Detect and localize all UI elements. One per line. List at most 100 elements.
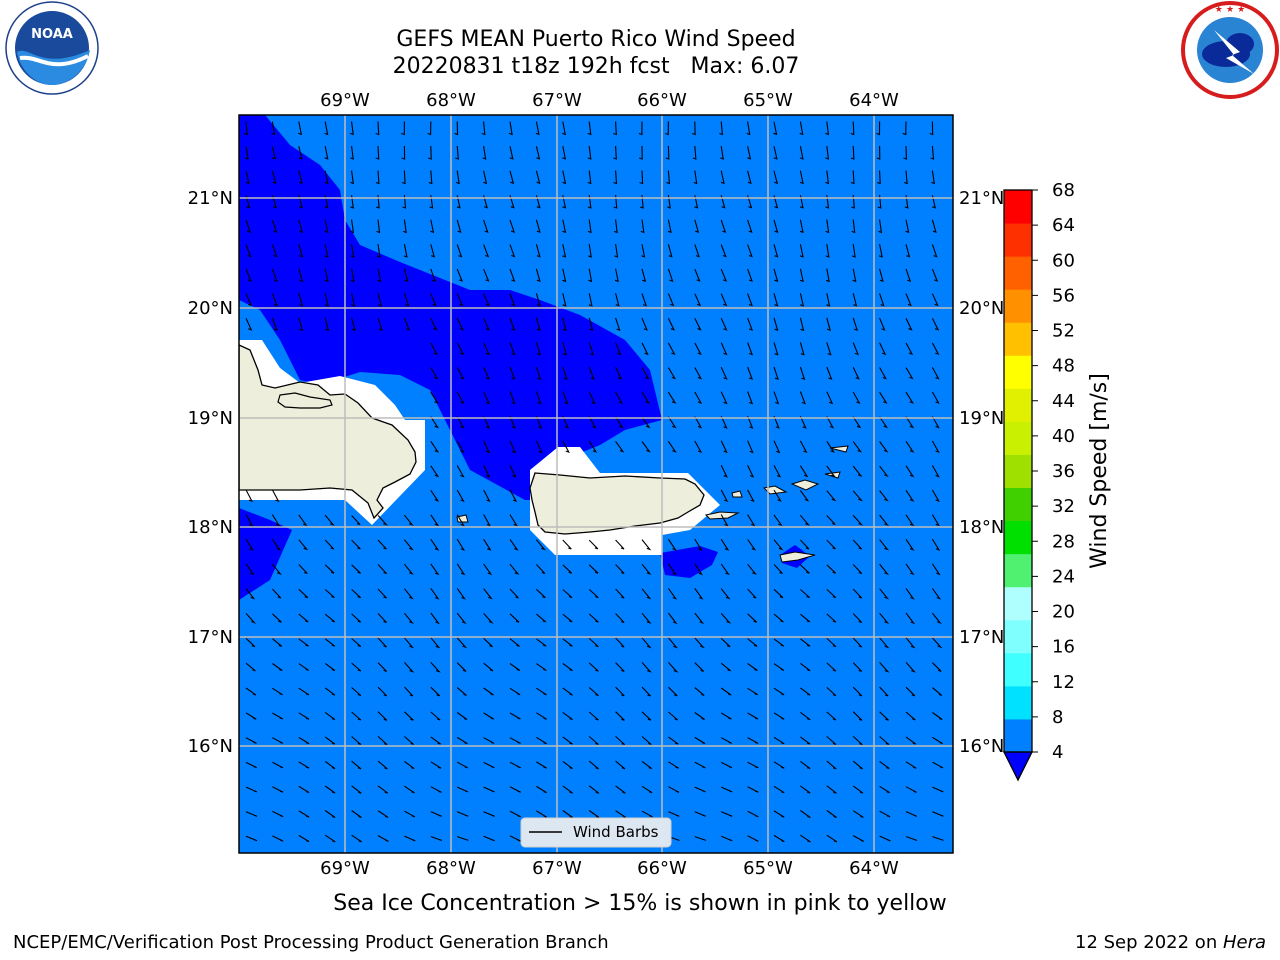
wind-barb — [536, 712, 547, 720]
wind-barb — [483, 761, 495, 769]
wind-barb — [562, 662, 573, 672]
wind-barb — [852, 465, 863, 478]
wind-barb — [932, 761, 944, 769]
wind-barb — [641, 686, 651, 697]
wind-barb — [694, 268, 701, 282]
wind-barb — [536, 761, 547, 769]
wind-barb — [641, 244, 646, 258]
wind-barb — [351, 736, 362, 746]
machine-name: Hera — [1222, 932, 1266, 953]
wind-barb — [271, 121, 276, 136]
wind-barb — [879, 736, 890, 746]
wind-barb — [430, 637, 441, 649]
wind-barb — [454, 121, 459, 136]
wind-barb — [905, 465, 915, 478]
wind-barb — [324, 613, 336, 623]
wind-barb — [403, 588, 414, 600]
wind-barb — [427, 121, 432, 136]
wind-barb — [324, 785, 336, 794]
st-croix-island — [779, 551, 816, 563]
wind-barb — [430, 268, 436, 282]
wind-barb — [852, 711, 863, 721]
wind-barb — [350, 268, 355, 283]
colorbar-segment — [1004, 421, 1032, 455]
wind-barb — [879, 539, 889, 551]
wind-barb — [876, 145, 881, 160]
wind-barb — [720, 391, 728, 405]
wind-barb — [456, 268, 463, 282]
wind-barb — [826, 810, 837, 819]
wind-barb — [826, 686, 837, 697]
wind-barb — [931, 170, 935, 185]
wind-barb — [932, 836, 944, 841]
wind-barb — [720, 687, 732, 696]
wind-barb — [799, 293, 805, 307]
wind-barb — [428, 170, 433, 185]
wind-barb — [799, 170, 804, 185]
wind-barb — [351, 662, 362, 672]
wind-barb — [931, 489, 940, 502]
wind-barb — [272, 810, 284, 818]
wind-barb — [799, 490, 810, 502]
wind-barb — [747, 687, 758, 696]
wind-barb — [905, 440, 915, 453]
wind-barb — [826, 416, 835, 429]
wind-barb — [852, 588, 863, 599]
wind-barb — [850, 121, 855, 136]
wind-barb — [931, 318, 940, 331]
wind-barb — [535, 244, 541, 258]
wind-barb — [271, 317, 278, 331]
wind-barb — [694, 637, 705, 649]
wind-barb — [535, 539, 546, 551]
wind-barb — [773, 613, 784, 623]
wind-barb — [377, 293, 382, 307]
wind-barb — [799, 391, 806, 405]
wind-barb — [641, 416, 651, 429]
wind-barb — [456, 637, 468, 649]
wind-barb — [773, 121, 778, 136]
wind-barb — [905, 711, 916, 721]
wind-barb — [375, 194, 380, 209]
wind-barb — [826, 785, 837, 794]
wind-barb — [799, 440, 808, 454]
wind-barb — [720, 786, 733, 793]
wind-barb — [879, 835, 891, 842]
wind-barb — [562, 244, 567, 258]
wind-barb — [747, 638, 758, 647]
wind-barb — [245, 588, 256, 600]
wind-barb — [298, 317, 304, 332]
wind-barb — [720, 170, 725, 185]
lat-label-right: 20°N — [959, 298, 1004, 319]
wind-barb — [404, 810, 416, 818]
wind-barb — [324, 293, 329, 307]
wind-barb — [535, 121, 540, 136]
wind-barb — [535, 415, 543, 429]
wind-barb — [245, 662, 256, 672]
wind-barb — [720, 637, 731, 648]
wind-barb — [641, 293, 647, 307]
wind-barb — [879, 465, 889, 477]
wind-barb — [244, 146, 249, 160]
wind-barb — [773, 219, 779, 234]
wind-barb — [773, 317, 779, 332]
wind-barb — [324, 564, 335, 574]
wind-barb — [298, 712, 310, 720]
wind-barb — [667, 440, 677, 453]
wind-barb — [377, 613, 387, 624]
wind-barb — [298, 121, 303, 136]
wind-barb — [667, 416, 677, 429]
wind-barb — [588, 317, 594, 332]
wind-barb — [747, 810, 759, 818]
mona-island — [456, 514, 469, 523]
wind-barb — [931, 440, 940, 453]
wind-barb — [245, 737, 257, 744]
wind-barb — [905, 588, 915, 600]
wind-barb — [667, 662, 679, 673]
wind-barb — [773, 761, 785, 769]
wind-barb — [852, 613, 863, 624]
wind-barb — [904, 195, 909, 209]
wind-barb — [430, 489, 440, 502]
wind-barb — [747, 588, 757, 599]
wind-barb — [800, 810, 811, 819]
wind-barb — [773, 564, 783, 575]
